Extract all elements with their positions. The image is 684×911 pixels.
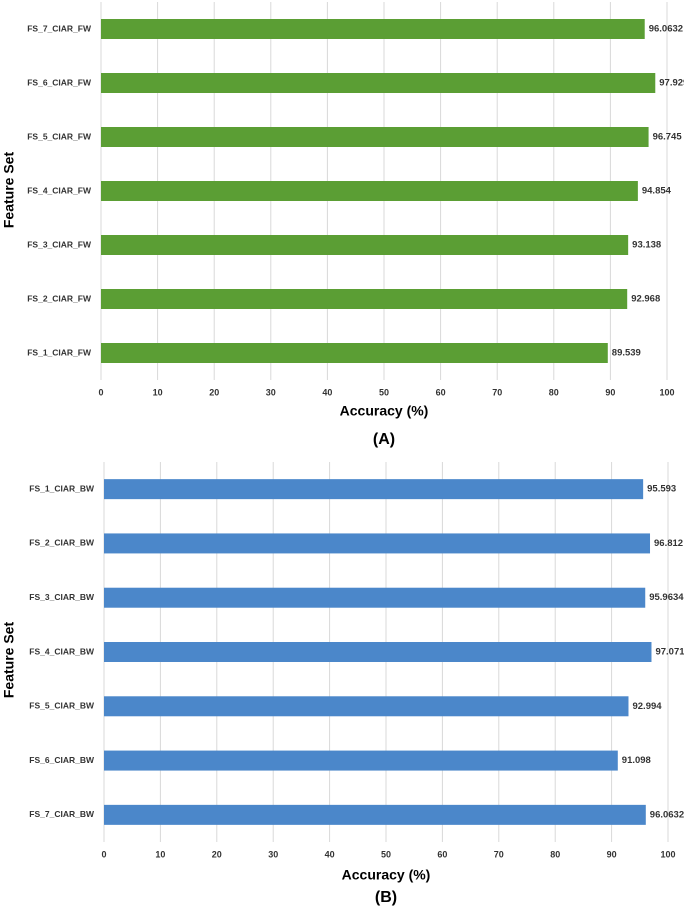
y-tick-label: FS_3_CIAR_BW: [29, 592, 95, 602]
bar: [101, 19, 645, 39]
x-tick-label: 10: [153, 387, 163, 397]
x-tick-label: 30: [268, 849, 278, 859]
y-tick-label: FS_4_CIAR_BW: [29, 646, 95, 656]
bar: [104, 696, 629, 717]
y-tick-label: FS_6_CIAR_FW: [27, 77, 92, 87]
bar: [101, 343, 608, 363]
y-tick-label: FS_4_CIAR_FW: [27, 185, 92, 195]
y-tick-label: FS_3_CIAR_FW: [27, 239, 92, 249]
x-tick-label: 60: [436, 387, 446, 397]
x-tick-label: 0: [98, 387, 103, 397]
x-tick-label: 100: [659, 387, 674, 397]
data-label: 92.968: [631, 294, 660, 305]
bar: [104, 642, 652, 662]
data-label: 94.854: [642, 186, 672, 197]
y-tick-label: FS_2_CIAR_BW: [29, 538, 95, 548]
y-tick-label: FS_7_CIAR_FW: [27, 23, 92, 33]
bar: [101, 181, 638, 201]
x-tick-label: 40: [322, 387, 332, 397]
x-tick-label: 80: [550, 849, 560, 859]
y-axis-title: Feature Set: [1, 152, 17, 229]
x-tick-label: 10: [155, 849, 165, 859]
x-tick-label: 30: [266, 387, 276, 397]
y-tick-label: FS_2_CIAR_FW: [27, 293, 92, 303]
panel-label: (A): [373, 431, 395, 448]
data-label: 95.9634: [649, 592, 684, 603]
x-axis-title: Accuracy (%): [340, 403, 429, 419]
y-tick-label: FS_5_CIAR_BW: [29, 701, 95, 711]
bar: [101, 235, 629, 255]
data-label: 96.745: [653, 132, 683, 143]
bar: [101, 127, 649, 147]
x-tick-label: 40: [325, 849, 335, 859]
x-tick-label: 70: [492, 387, 502, 397]
data-label: 97.071: [655, 647, 684, 658]
bar: [104, 804, 646, 825]
bar: [104, 533, 651, 554]
y-tick-label: FS_5_CIAR_FW: [27, 131, 92, 141]
data-label: 92.994: [632, 701, 662, 712]
x-tick-label: 20: [212, 849, 222, 859]
x-tick-label: 50: [381, 849, 391, 859]
x-tick-label: 0: [101, 849, 106, 859]
data-label: 96.0632: [649, 24, 683, 35]
panel-label: (B): [375, 889, 397, 906]
x-axis-title: Accuracy (%): [342, 867, 431, 883]
data-label: 96.0632: [650, 809, 684, 820]
y-tick-label: FS_1_CIAR_FW: [27, 347, 92, 357]
data-label: 97.929: [659, 78, 684, 89]
y-tick-label: FS_7_CIAR_BW: [29, 809, 95, 819]
y-axis-title: Feature Set: [1, 622, 17, 699]
data-label: 96.812: [654, 538, 683, 549]
x-tick-label: 60: [437, 849, 447, 859]
x-tick-label: 90: [607, 849, 617, 859]
data-label: 93.138: [632, 240, 661, 251]
y-tick-label: FS_6_CIAR_BW: [29, 755, 95, 765]
data-label: 95.593: [647, 484, 676, 495]
bar: [104, 750, 618, 771]
x-tick-label: 90: [605, 387, 615, 397]
bar: [104, 587, 646, 608]
x-tick-label: 50: [379, 387, 389, 397]
data-label: 89.539: [612, 348, 641, 359]
x-tick-label: 100: [660, 849, 675, 859]
y-tick-label: FS_1_CIAR_BW: [29, 483, 95, 493]
bar: [104, 479, 644, 500]
bar: [101, 73, 656, 93]
bar: [101, 289, 628, 309]
x-tick-label: 70: [494, 849, 504, 859]
x-tick-label: 80: [549, 387, 559, 397]
x-tick-label: 20: [209, 387, 219, 397]
data-label: 91.098: [622, 755, 651, 766]
